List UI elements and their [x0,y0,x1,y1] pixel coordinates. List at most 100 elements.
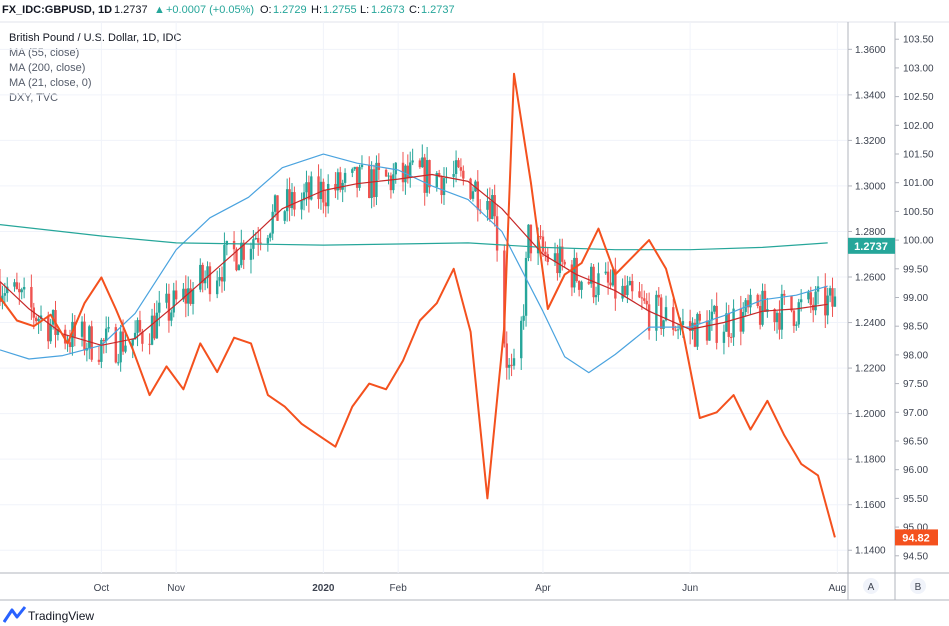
candle-body [824,286,827,316]
candle-body [609,282,612,286]
dxy-axis-labels[interactable]: 103.50 103.00 102.50 102.00 101.50 101.00 100.… [903,35,934,563]
candle-body [742,312,745,332]
candle-body [165,293,168,303]
candle-body [763,290,767,312]
price-tick-label: 1.2000 [855,409,886,420]
candle-body [220,277,224,282]
series-line-ma21 [0,173,828,346]
candle-body [507,364,511,368]
candle-body [269,233,272,238]
candle-body [249,248,253,260]
candle-body [672,307,675,330]
candle-body [732,308,735,338]
scale-button-a[interactable] [863,578,879,594]
candle-body [218,277,221,281]
candle-body [544,251,547,255]
candle-body [631,280,634,292]
candle-body [739,308,743,332]
candlesticks [0,144,837,380]
indicator-legend: British Pound / U.S. Dollar, 1D, IDC MA … [9,31,181,106]
candle-body [833,296,837,307]
candle-body [476,181,479,210]
legend-item-ma21[interactable]: MA (21, close, 0) [9,77,92,89]
candle-body [114,327,118,363]
candle-body [131,339,134,346]
candle-body [148,343,151,345]
candle-body [647,304,651,331]
candle-body [727,313,730,337]
price-tick-label: 1.3200 [855,136,886,147]
legend-item-ma200[interactable]: MA (200, close) [9,62,86,74]
candle-body [705,320,709,341]
candle-body [510,364,513,366]
candle-body [756,294,759,306]
candle-body [761,290,764,325]
chart-frame [0,21,949,601]
candle-body [215,280,219,295]
candle-body [474,181,477,192]
candle-body [674,329,677,331]
scale-button-b[interactable] [910,578,926,594]
time-axis-labels[interactable]: Oct Nov 2020 Feb Apr Jun Aug [94,583,847,594]
candle-body [418,160,422,168]
candle-body [199,264,202,290]
candle-body [681,321,685,325]
candle-body [459,167,463,171]
time-tick-label: Apr [535,583,551,594]
candle-body [792,310,796,326]
tradingview-branding[interactable]: TradingView [0,604,200,626]
legend-item-ma55[interactable]: MA (55, close) [9,47,80,59]
last-value-badges: 1.2737 94.82 [848,237,938,546]
up-arrow-icon: ▲ [154,4,165,16]
candle-body [285,189,289,212]
candle-body [18,288,21,293]
candle-body [334,183,337,191]
candle-body [795,324,798,326]
candle-body [688,321,692,331]
candle-body [708,320,711,341]
candle-body [317,176,320,200]
candle-body [758,305,762,325]
candle-body [809,292,813,305]
candle-body [614,269,617,299]
candle-body [676,329,680,331]
candle-body [503,250,506,344]
candle-body [442,178,446,196]
candle-body [271,211,274,234]
candle-body [355,166,359,188]
legend-title[interactable]: British Pound / U.S. Dollar, 1D, IDC [9,32,182,44]
symbol-label[interactable]: FX_IDC:GBPUSD, 1D [2,4,113,16]
candle-body [626,285,629,296]
series-line-dxy [0,72,836,538]
low-label: L: [360,4,370,16]
candle-body [351,169,354,173]
candle-body [208,266,212,295]
candle-body [778,312,781,330]
candle-body [471,191,475,199]
candle-body [462,170,465,179]
series-line-ma200 [0,224,828,251]
candle-body [206,266,209,279]
price-tick-label: 1.2600 [855,273,886,284]
price-tick-label: 1.1400 [855,546,886,557]
series-line-ma55 [0,153,828,374]
candle-body [37,318,40,322]
candle-body [15,282,19,289]
candle-body [288,189,291,209]
candle-body [729,336,733,338]
price-axis-labels[interactable]: 1.3600 1.3400 1.3200 1.3000 1.2800 1.2600 1.24… [855,45,886,557]
dxy-tick-label: 99.00 [903,293,928,304]
candle-body [203,278,207,284]
candle-body [133,332,137,340]
last-price-badge-text: 1.2737 [854,241,888,253]
candle-body [541,236,545,252]
price-chart[interactable]: 1.3600 1.3400 1.3200 1.3000 1.2800 1.2600 1.24… [0,0,949,604]
candle-body [22,286,26,290]
candle-body [409,162,412,178]
candle-body [495,216,499,251]
candle-body [546,254,549,262]
candle-body [696,313,699,347]
candle-body [167,293,171,321]
candle-body [223,244,226,282]
